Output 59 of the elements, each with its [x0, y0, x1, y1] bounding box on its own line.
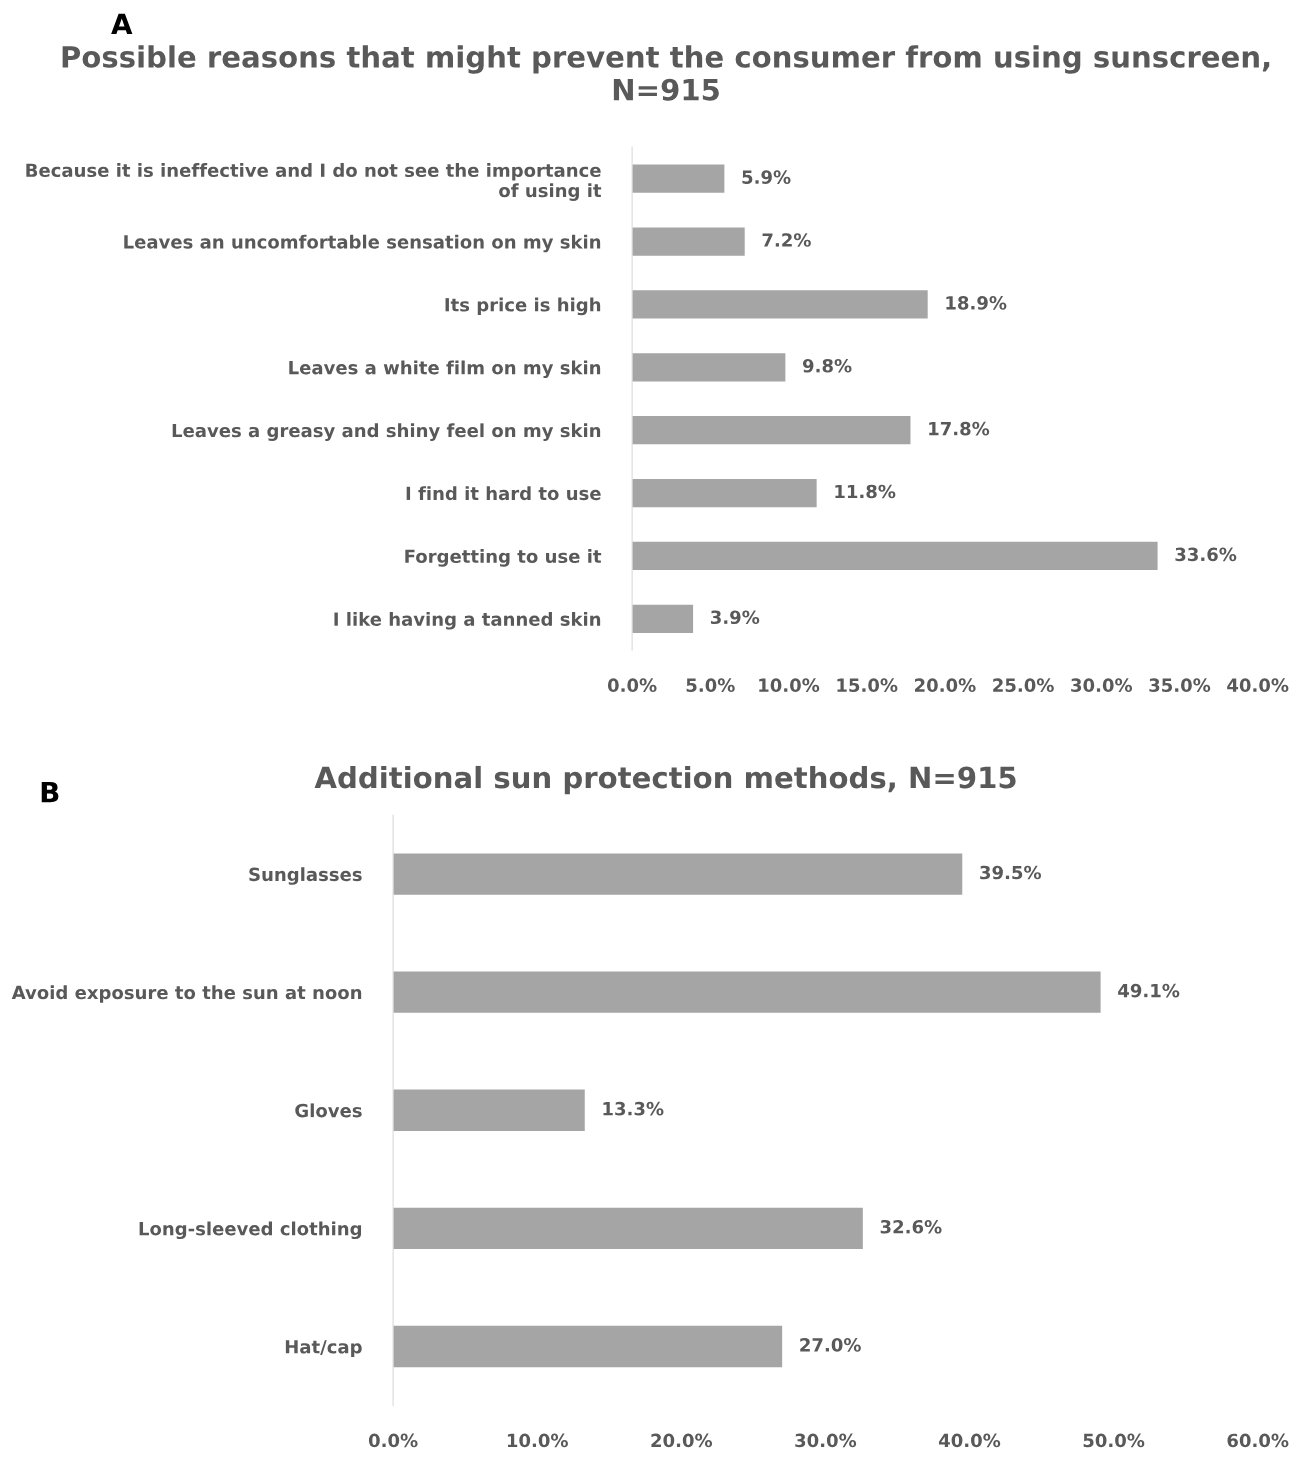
- bar: [632, 541, 1158, 571]
- bar: [393, 1325, 783, 1368]
- bar: [632, 290, 928, 319]
- bar: [632, 416, 911, 445]
- text: B: [41, 782, 59, 803]
- y-tick-label: Forgetting to use it: [405, 549, 602, 567]
- x-tick-label: 60.0%: [1227, 1433, 1289, 1448]
- x-tick-label: 40.0%: [1227, 678, 1289, 693]
- x-tick-label: 10.0%: [759, 678, 820, 693]
- x-tick-label: 25.0%: [993, 678, 1054, 693]
- x-tick-label: 0.0%: [607, 678, 657, 693]
- data-label: 32.6%: [880, 1219, 942, 1234]
- chart-title: Possible reasons that might prevent the consumer from using sunscreen, N=915: [62, 45, 1270, 101]
- bar: [393, 1207, 863, 1250]
- y-tick-label: Because it is ineffective and I do not see the importance of using it: [26, 163, 602, 201]
- y-tick-label: Gloves: [295, 1103, 362, 1118]
- chart-title: Additional sun protection methods, N=915: [314, 765, 1016, 795]
- bar: [632, 353, 786, 382]
- data-label: 13.3%: [603, 1101, 664, 1116]
- bar: [632, 164, 725, 193]
- data-label: 17.8%: [929, 421, 990, 436]
- bar: [632, 478, 817, 508]
- x-tick-label: 35.0%: [1149, 678, 1211, 693]
- y-tick-label: Leaves an uncomfortable sensation on my skin: [124, 234, 601, 253]
- data-label: 49.1%: [1118, 983, 1180, 998]
- y-tick-label: Leaves a white film on my skin: [289, 360, 601, 379]
- x-tick-label: 15.0%: [837, 678, 898, 693]
- text: A: [111, 13, 133, 34]
- x-tick-label: 20.0%: [915, 678, 976, 693]
- bar: [632, 604, 694, 633]
- x-tick-label: 30.0%: [795, 1433, 857, 1448]
- bar: [393, 1089, 585, 1131]
- data-label: 18.9%: [946, 296, 1007, 310]
- data-label: 9.8%: [802, 358, 852, 373]
- y-tick-label: I find it hard to use: [406, 486, 601, 501]
- x-tick-label: 30.0%: [1071, 678, 1133, 693]
- y-tick-label: Sunglasses: [249, 867, 362, 885]
- data-label: 7.2%: [762, 233, 811, 247]
- data-label: 3.9%: [710, 610, 760, 625]
- x-tick-label: 20.0%: [651, 1433, 713, 1448]
- bar: [632, 227, 745, 256]
- bar: [393, 853, 963, 895]
- data-label: 33.6%: [1175, 547, 1237, 562]
- x-tick-label: 5.0%: [686, 678, 735, 693]
- x-tick-label: 50.0%: [1083, 1433, 1145, 1448]
- y-tick-label: Leaves a greasy and shiny feel on my skin: [172, 423, 601, 441]
- y-tick-label: I like having a tanned skin: [334, 611, 601, 630]
- data-label: 39.5%: [980, 865, 1042, 880]
- data-label: 11.8%: [835, 484, 896, 499]
- y-tick-label: Long-sleeved clothing: [139, 1221, 362, 1240]
- data-label: 27.0%: [800, 1338, 861, 1352]
- y-tick-label: Hat/cap: [285, 1340, 362, 1358]
- y-tick-label: Avoid exposure to the sun at noon: [11, 985, 362, 1003]
- x-tick-label: 0.0%: [368, 1433, 418, 1448]
- bar: [393, 971, 1101, 1013]
- data-label: 5.9%: [742, 170, 791, 184]
- x-tick-label: 40.0%: [938, 1433, 1001, 1448]
- x-tick-label: 10.0%: [507, 1433, 568, 1448]
- y-tick-label: Its price is high: [445, 297, 601, 316]
